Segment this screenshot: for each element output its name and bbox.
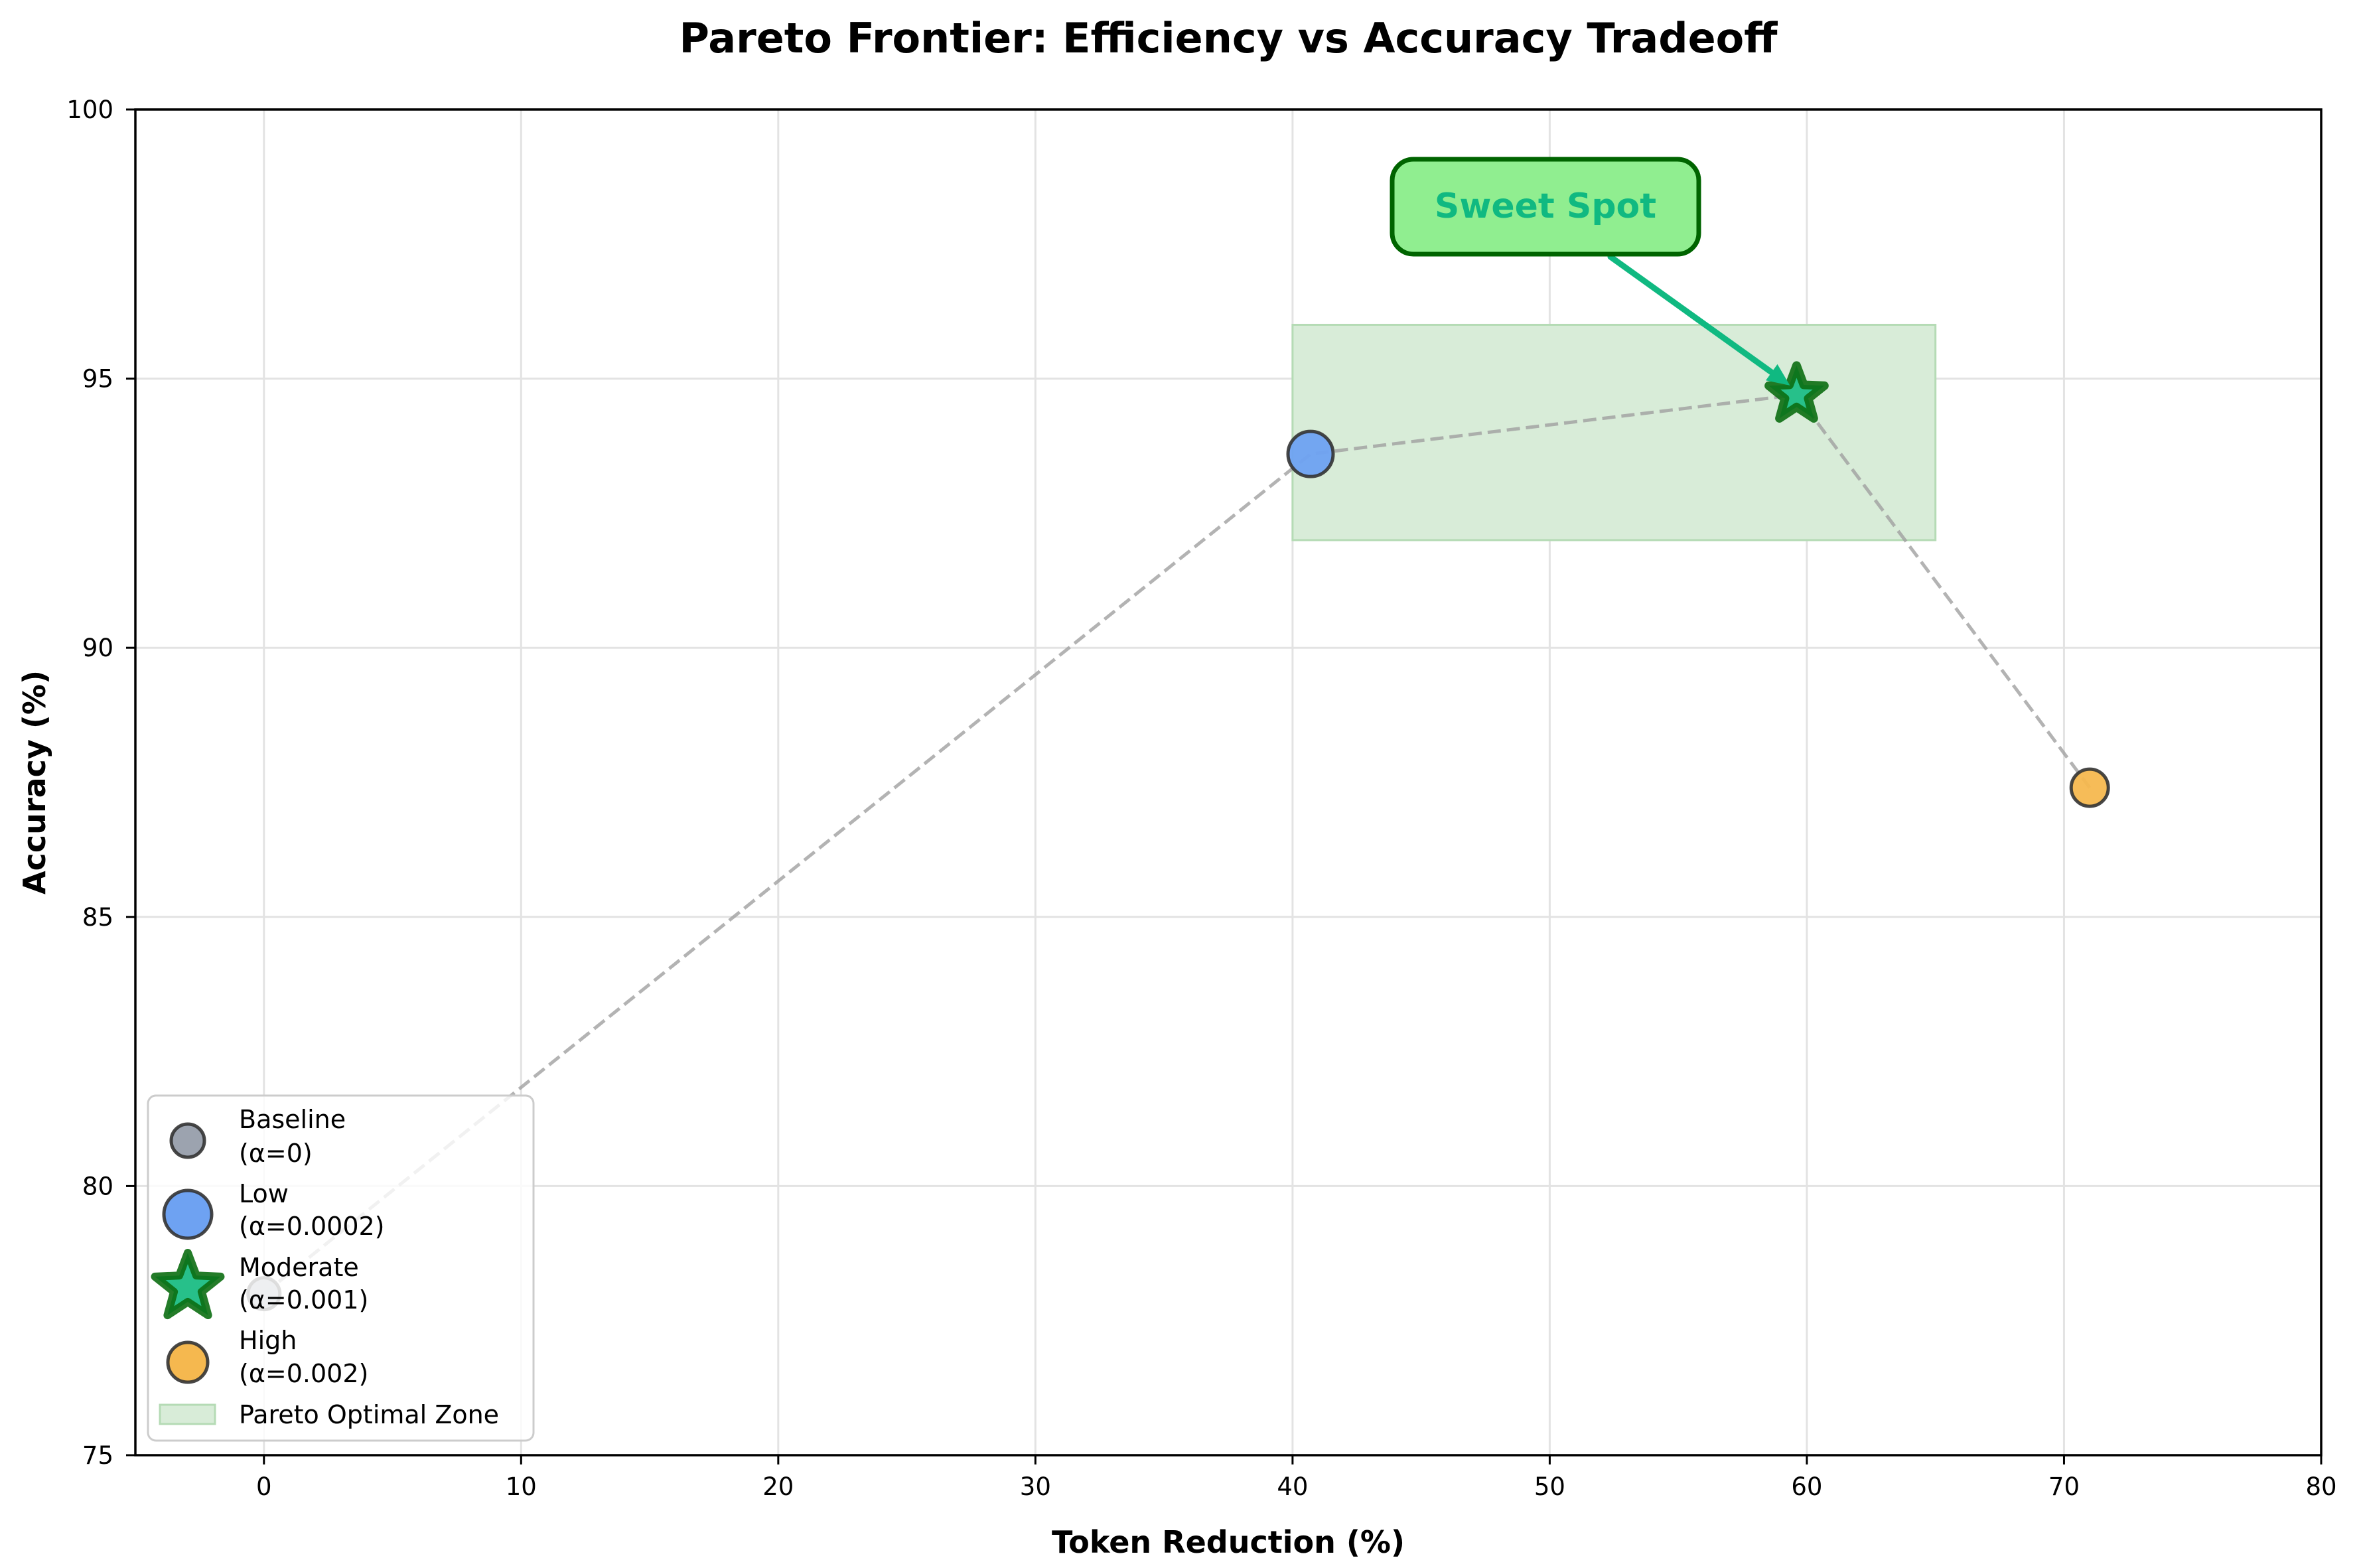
annotation-box: [1390, 157, 1701, 257]
axes-frame: [134, 108, 2323, 1457]
x-tick-label: 30: [1020, 1472, 1051, 1501]
point-low: [1286, 429, 1335, 478]
x-tick-label: 80: [2305, 1472, 2336, 1501]
legend-zone-patch-icon: [159, 1403, 216, 1425]
y-tick-label: 75: [82, 1441, 113, 1470]
y-tick-label: 100: [66, 96, 113, 124]
legend-item-moderate-alpha: (α=0.001): [239, 1285, 368, 1315]
y-tick-label: 85: [82, 903, 113, 932]
x-tick-label: 20: [762, 1472, 794, 1501]
legend-item-baseline-alpha: (α=0): [239, 1139, 313, 1168]
legend-item-baseline-label: Baseline: [239, 1105, 346, 1134]
x-tick-label: 70: [2048, 1472, 2080, 1501]
frontier-line: [263, 393, 2092, 1295]
x-tick-label: 0: [256, 1472, 272, 1501]
x-tick-label: 50: [1534, 1472, 1565, 1501]
x-axis-ticks: 0 10 20 30 40 50 60 70 80: [256, 1455, 2337, 1501]
y-tick-label: 95: [82, 365, 113, 393]
point-high: [2069, 767, 2110, 808]
x-axis-label: Token Reduction (%): [1052, 1524, 1405, 1560]
sweet-spot-annotation: Sweet Spot: [1390, 157, 1790, 386]
annotation-label: Sweet Spot: [1435, 186, 1656, 226]
pareto-optimal-zone: [1291, 323, 1937, 541]
y-axis-label: Accuracy (%): [17, 670, 52, 894]
x-tick-label: 40: [1277, 1472, 1308, 1501]
annotation-arrow: [1607, 253, 1775, 376]
arrow-head-icon: [1766, 364, 1790, 386]
x-tick-label: 60: [1791, 1472, 1822, 1501]
legend-low-marker-icon: [162, 1188, 214, 1240]
legend-item-low-alpha: (α=0.0002): [239, 1212, 385, 1241]
legend-frame: [147, 1094, 535, 1442]
x-tick-label: 10: [506, 1472, 537, 1501]
legend-item-low-label: Low: [239, 1179, 289, 1208]
y-tick-label: 80: [82, 1172, 113, 1200]
legend-baseline-marker-icon: [169, 1122, 206, 1159]
legend-moderate-marker-star-icon: [151, 1249, 225, 1320]
legend-item-zone-label: Pareto Optimal Zone: [239, 1400, 499, 1429]
chart-title: Pareto Frontier: Efficiency vs Accuracy …: [679, 14, 1778, 62]
point-moderate-star-icon: [1764, 361, 1829, 423]
legend-item-high-label: High: [239, 1326, 297, 1355]
y-tick-label: 90: [82, 634, 113, 662]
legend-item-moderate-label: Moderate: [239, 1253, 359, 1282]
legend-high-marker-icon: [166, 1340, 210, 1384]
legend-item-high-alpha: (α=0.002): [239, 1359, 368, 1388]
y-axis-ticks: 75 80 85 90 95 100: [66, 96, 135, 1470]
legend: Baseline (α=0) Low (α=0.0002) Moderate (…: [147, 1094, 535, 1442]
